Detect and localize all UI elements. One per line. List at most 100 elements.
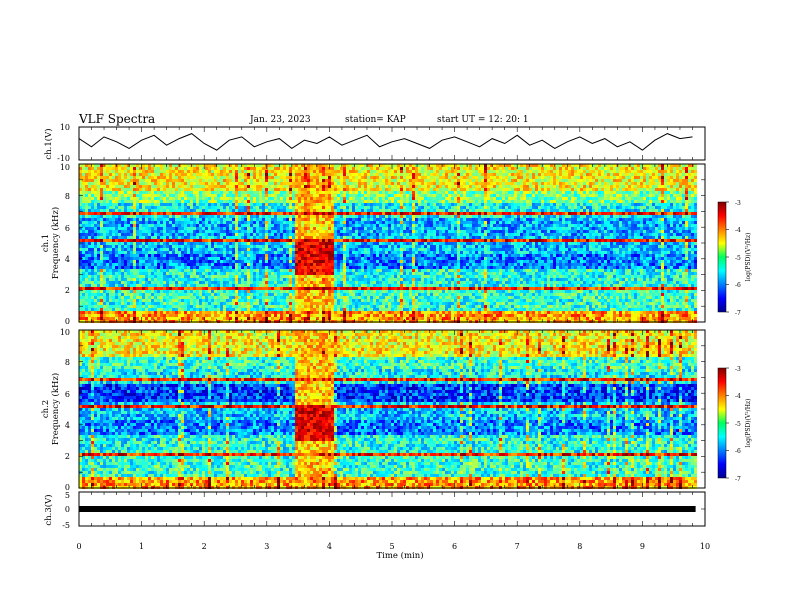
spectrogram-cell	[148, 317, 151, 320]
spectrogram-cell	[79, 224, 82, 227]
spectrogram-cell	[217, 212, 220, 215]
spectrogram-cell	[217, 203, 220, 206]
spectrogram-cell	[133, 272, 136, 275]
spectrogram-cell	[277, 200, 280, 203]
spectrogram-cell	[139, 284, 142, 287]
spectrogram-cell	[133, 245, 136, 248]
spectrogram-cell	[340, 164, 343, 167]
spectrogram-cell	[94, 269, 97, 272]
spectrogram-cell	[256, 260, 259, 263]
spectrogram-cell	[112, 236, 115, 239]
spectrogram-cell	[187, 299, 190, 302]
spectrogram-cell	[232, 281, 235, 284]
spectrogram-cell	[304, 215, 307, 218]
spectrogram-cell	[115, 245, 118, 248]
spectrogram-cell	[313, 164, 316, 167]
spectrogram-cell	[268, 248, 271, 251]
spectrogram-cell	[286, 218, 289, 221]
spectrogram-cell	[112, 308, 115, 311]
spectrogram-cell	[109, 308, 112, 311]
spectrogram-cell	[199, 236, 202, 239]
spectrogram-cell	[115, 203, 118, 206]
spectrogram-cell	[214, 299, 217, 302]
spectrogram-cell	[352, 311, 355, 314]
spectrogram-cell	[253, 176, 256, 179]
spectrogram-cell	[334, 248, 337, 251]
spectrogram-cell	[91, 293, 94, 296]
spectrogram-cell	[157, 173, 160, 176]
spectrogram-cell	[238, 266, 241, 269]
spectrogram-cell	[109, 212, 112, 215]
spectrogram-cell	[268, 284, 271, 287]
spectrogram-cell	[304, 197, 307, 200]
spectrogram-cell	[313, 167, 316, 170]
spectrogram-cell	[88, 314, 91, 317]
spectrogram-cell	[277, 224, 280, 227]
spectrogram-cell	[79, 239, 82, 242]
spectrogram-cell	[214, 317, 217, 320]
spectrogram-cell	[106, 179, 109, 182]
spectrogram-cell	[340, 269, 343, 272]
spectrogram-cell	[316, 242, 319, 245]
spectrogram-cell	[319, 284, 322, 287]
spectrogram-cell	[94, 194, 97, 197]
spectrogram-cell	[220, 236, 223, 239]
spectrogram-cell	[136, 272, 139, 275]
spectrogram-cell	[184, 254, 187, 257]
spectrogram-cell	[322, 245, 325, 248]
spectrogram-cell	[211, 287, 214, 290]
spectrogram-cell	[220, 260, 223, 263]
spectrogram-cell	[97, 296, 100, 299]
spectrogram-cell	[175, 233, 178, 236]
spectrogram-cell	[106, 200, 109, 203]
spectrogram-cell	[112, 296, 115, 299]
spectrogram-cell	[343, 251, 346, 254]
spectrogram-cell	[97, 281, 100, 284]
spectrogram-cell	[322, 266, 325, 269]
spectrogram-cell	[235, 260, 238, 263]
spectrogram-cell	[184, 275, 187, 278]
spectrogram-cell	[259, 215, 262, 218]
spectrogram-cell	[151, 311, 154, 314]
spectrogram-cell	[181, 317, 184, 320]
spectrogram-cell	[127, 314, 130, 317]
spectrogram-cell	[310, 230, 313, 233]
spectrogram-cell	[280, 254, 283, 257]
spectrogram-cell	[223, 281, 226, 284]
spectrogram-cell	[109, 272, 112, 275]
spectrogram-cell	[88, 257, 91, 260]
spectrogram-cell	[115, 206, 118, 209]
spectrogram-cell	[229, 215, 232, 218]
spectrogram-cell	[130, 236, 133, 239]
spectrogram-cell	[238, 218, 241, 221]
spectrogram-cell	[118, 236, 121, 239]
spectrogram-cell	[214, 311, 217, 314]
spectrogram-cell	[97, 194, 100, 197]
spectrogram-cell	[163, 275, 166, 278]
spectrogram-cell	[214, 233, 217, 236]
spectrogram-cell	[190, 236, 193, 239]
spectrogram-cell	[250, 218, 253, 221]
spectrogram-cell	[118, 185, 121, 188]
spectrogram-cell	[277, 308, 280, 311]
spectrogram-cell	[346, 278, 349, 281]
spectrogram-cell	[217, 257, 220, 260]
spectrogram-cell	[130, 185, 133, 188]
spectrogram-cell	[97, 305, 100, 308]
spectrogram-cell	[211, 257, 214, 260]
spectrogram-cell	[136, 293, 139, 296]
spectrogram-cell	[262, 206, 265, 209]
spectrogram-cell	[298, 218, 301, 221]
spectrogram-cell	[238, 290, 241, 293]
spectrogram-cell	[118, 314, 121, 317]
spectrogram-cell	[253, 167, 256, 170]
spectrogram-cell	[85, 278, 88, 281]
spectrogram-cell	[265, 173, 268, 176]
spectrogram-cell	[280, 272, 283, 275]
spectrogram-cell	[277, 170, 280, 173]
spectrogram-cell	[157, 257, 160, 260]
spectrogram-cell	[121, 302, 124, 305]
spectrogram-cell	[349, 248, 352, 251]
spectrogram-cell	[220, 227, 223, 230]
spectrogram-cell	[79, 173, 82, 176]
